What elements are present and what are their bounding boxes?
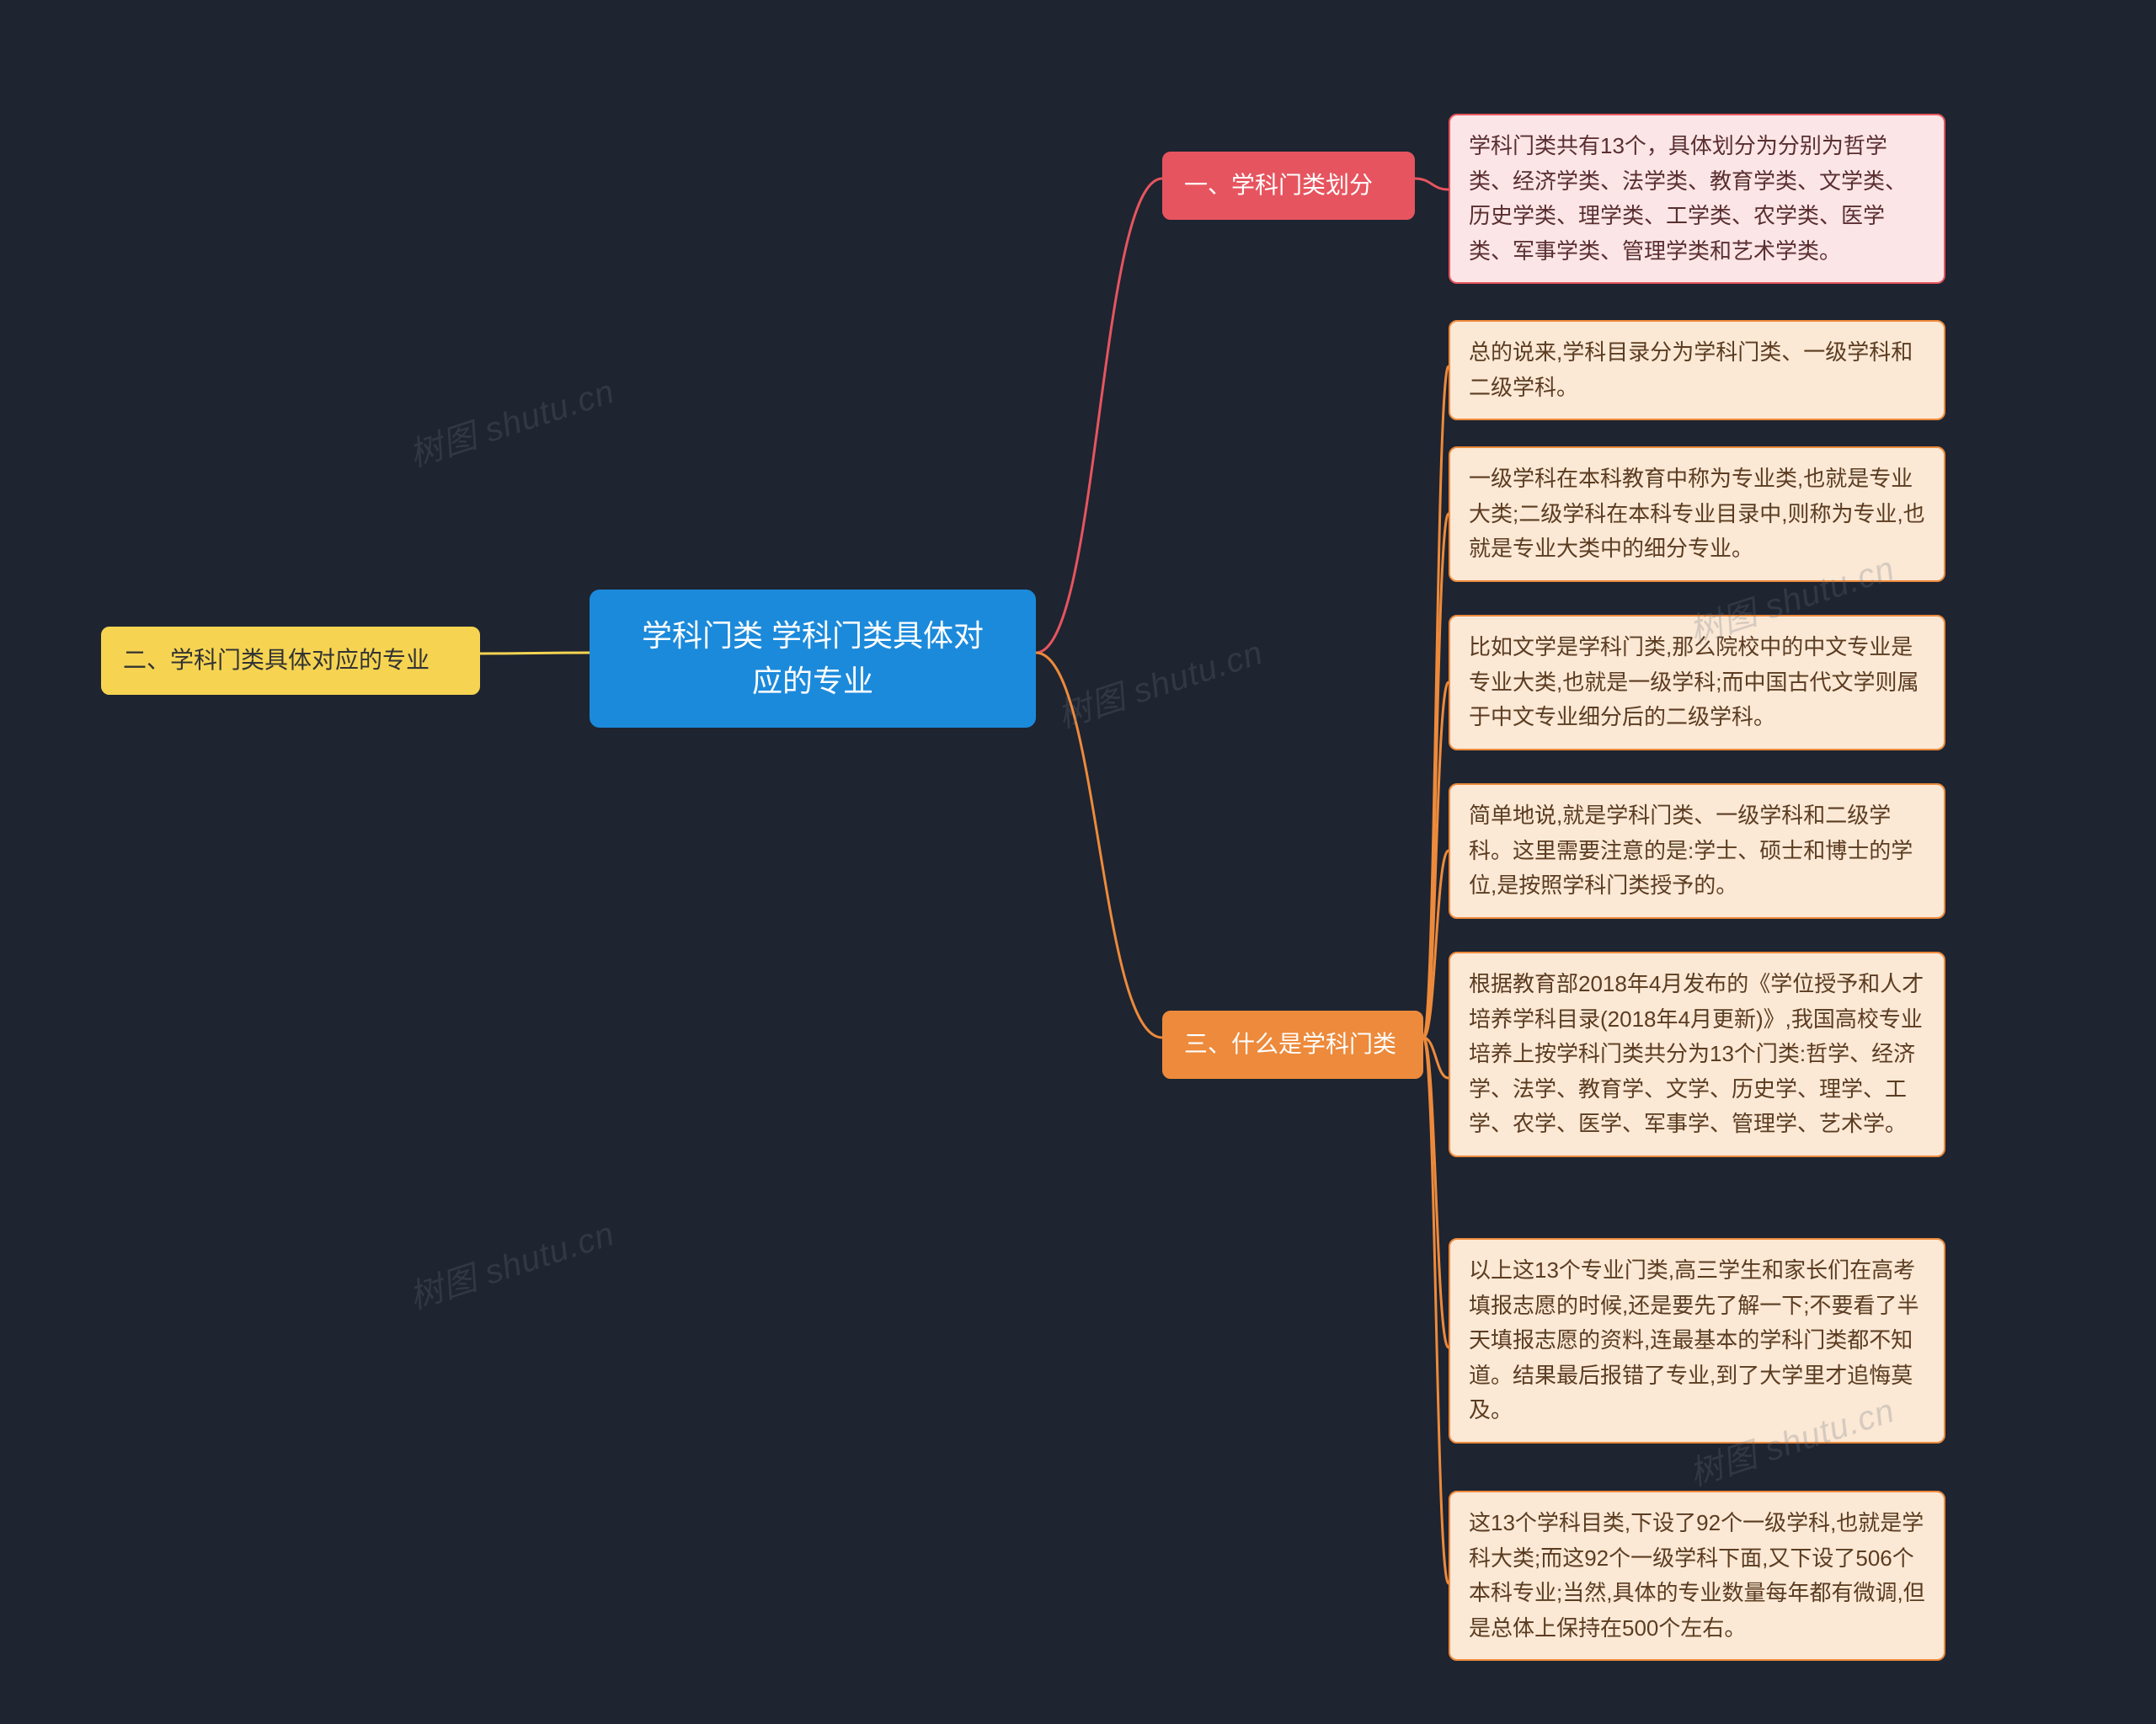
watermark: 树图 shutu.cn bbox=[402, 1206, 620, 1318]
connector bbox=[1423, 514, 1449, 1038]
connector bbox=[1423, 851, 1449, 1038]
connector bbox=[1423, 1038, 1449, 1078]
connector bbox=[1036, 653, 1162, 1038]
watermark: 树图 shutu.cn bbox=[402, 364, 620, 476]
branch-3: 三、什么是学科门类 bbox=[1162, 1011, 1423, 1079]
connector bbox=[1036, 179, 1162, 653]
connector bbox=[1423, 366, 1449, 1038]
branch-3-leaf-2: 比如文学是学科门类,那么院校中的中文专业是专业大类,也就是一级学科;而中国古代文… bbox=[1449, 615, 1945, 750]
branch-3-leaf-0: 总的说来,学科目录分为学科门类、一级学科和二级学科。 bbox=[1449, 320, 1945, 420]
branch-1-leaf: 学科门类共有13个，具体划分为分别为哲学类、经济学类、法学类、教育学类、文学类、… bbox=[1449, 114, 1945, 284]
branch-left: 二、学科门类具体对应的专业 bbox=[101, 627, 480, 695]
branch-3-leaf-6: 这13个学科目类,下设了92个一级学科,也就是学科大类;而这92个一级学科下面,… bbox=[1449, 1491, 1945, 1661]
connector bbox=[1415, 179, 1449, 189]
branch-3-leaf-4: 根据教育部2018年4月发布的《学位授予和人才培养学科目录(2018年4月更新)… bbox=[1449, 952, 1945, 1157]
branch-3-leaf-5: 以上这13个专业门类,高三学生和家长们在高考填报志愿的时候,还是要先了解一下;不… bbox=[1449, 1238, 1945, 1444]
watermark: 树图 shutu.cn bbox=[1050, 625, 1268, 737]
connector bbox=[1423, 1038, 1449, 1348]
connector bbox=[1423, 1038, 1449, 1583]
connector bbox=[480, 653, 590, 654]
connector bbox=[1423, 682, 1449, 1038]
root-line2: 应的专业 bbox=[752, 664, 873, 698]
branch-3-leaf-3: 简单地说,就是学科门类、一级学科和二级学科。这里需要注意的是:学士、硕士和博士的… bbox=[1449, 783, 1945, 919]
branch-3-leaf-1: 一级学科在本科教育中称为专业类,也就是专业大类;二级学科在本科专业目录中,则称为… bbox=[1449, 446, 1945, 582]
root-line1: 学科门类 学科门类具体对 bbox=[642, 618, 984, 653]
root-node: 学科门类 学科门类具体对 应的专业 bbox=[590, 590, 1036, 728]
branch-1: 一、学科门类划分 bbox=[1162, 152, 1415, 220]
